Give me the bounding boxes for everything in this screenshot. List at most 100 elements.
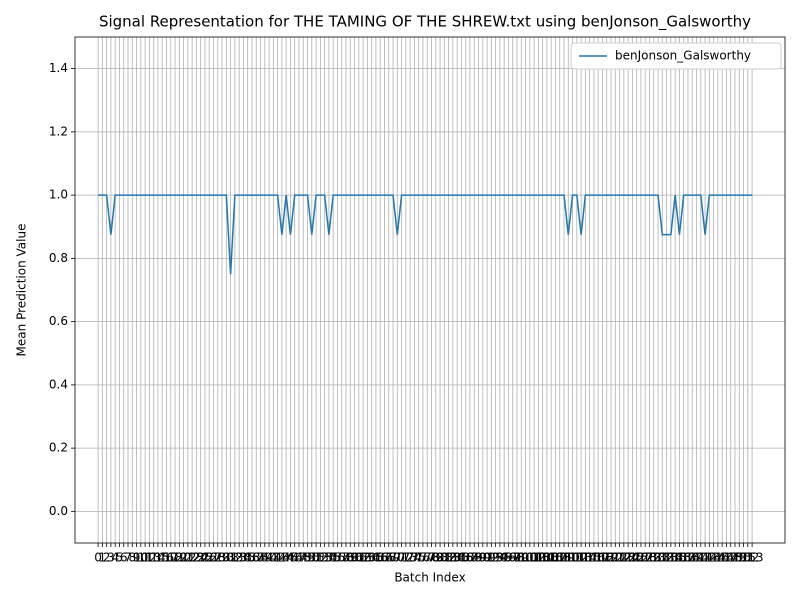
x-tick-label: 69 [385, 551, 400, 565]
x-tick-label: 65 [368, 551, 383, 565]
x-tick-label: 51 [308, 551, 323, 565]
x-tick-label: 146 [711, 551, 734, 565]
x-tick-label: 78 [424, 551, 439, 565]
y-tick-label: 0.6 [49, 314, 68, 328]
x-tick-label: 77 [420, 551, 435, 565]
x-tick-label: 2 [103, 551, 111, 565]
x-tick-label: 31 [223, 551, 238, 565]
x-tick-label: 110 [557, 551, 580, 565]
x-tick-label: 60 [347, 551, 362, 565]
x-tick-label: 27 [206, 551, 221, 565]
x-tick-label: 112 [565, 551, 588, 565]
x-tick-label: 143 [698, 551, 721, 565]
x-tick-label: 21 [180, 551, 195, 565]
x-tick-label: 141 [689, 551, 712, 565]
x-tick-label: 4 [111, 551, 119, 565]
chart-title: Signal Representation for THE TAMING OF … [99, 13, 751, 32]
x-tick-label: 26 [202, 551, 217, 565]
x-tick-label: 42 [270, 551, 285, 565]
x-tick-label: 150 [728, 551, 751, 565]
x-tick-label: 142 [694, 551, 717, 565]
x-tick-label: 85 [454, 551, 469, 565]
x-tick-label: 149 [724, 551, 747, 565]
x-tick-label: 140 [685, 551, 708, 565]
y-tick-label: 1.2 [49, 124, 68, 138]
x-tick-label: 1 [99, 551, 107, 565]
x-tick-label: 62 [355, 551, 370, 565]
x-tick-label: 28 [210, 551, 225, 565]
y-tick-label: 0.2 [49, 441, 68, 455]
x-tick-label: 76 [415, 551, 430, 565]
x-tick-label: 71 [394, 551, 409, 565]
x-tick-label: 99 [514, 551, 529, 565]
x-tick-label: 131 [647, 551, 670, 565]
x-tick-label: 24 [193, 551, 208, 565]
x-tick-label: 66 [373, 551, 388, 565]
x-tick-label: 67 [377, 551, 392, 565]
x-tick-label: 50 [304, 551, 319, 565]
x-tick-label: 127 [629, 551, 652, 565]
x-tick-label: 46 [287, 551, 302, 565]
x-tick-label: 70 [390, 551, 405, 565]
x-tick-label: 64 [364, 551, 379, 565]
x-tick-label: 100 [514, 551, 537, 565]
legend: benJonson_Galsworthy [570, 42, 782, 70]
x-tick-label: 121 [604, 551, 627, 565]
x-tick-label: 111 [561, 551, 584, 565]
x-tick-label: 3 [107, 551, 115, 565]
x-tick-label: 55 [326, 551, 341, 565]
x-tick-label: 33 [232, 551, 247, 565]
x-tick-label: 8 [128, 551, 136, 565]
x-tick-label: 32 [227, 551, 242, 565]
x-tick-label: 38 [253, 551, 268, 565]
x-tick-label: 44 [279, 551, 294, 565]
x-tick-label: 20 [176, 551, 191, 565]
x-tick-label: 104 [531, 551, 554, 565]
x-tick-label: 135 [664, 551, 687, 565]
x-tick-label: 134 [659, 551, 682, 565]
x-tick-label: 132 [651, 551, 674, 565]
y-tick-label: 0.8 [49, 251, 68, 265]
x-tick-label: 40 [261, 551, 276, 565]
x-tick-label: 130 [642, 551, 665, 565]
x-tick-label: 107 [544, 551, 567, 565]
x-tick-label: 30 [219, 551, 234, 565]
x-tick-label: 123 [612, 551, 635, 565]
x-tick-label: 63 [360, 551, 375, 565]
x-tick-label: 137 [672, 551, 695, 565]
x-tick-label: 59 [343, 551, 358, 565]
x-tick-label: 153 [741, 551, 764, 565]
x-tick-label: 9 [133, 551, 141, 565]
x-tick-label: 108 [548, 551, 571, 565]
x-tick-label: 86 [458, 551, 473, 565]
x-tick-label: 96 [501, 551, 516, 565]
x-tick-label: 126 [625, 551, 648, 565]
x-tick-label: 23 [189, 551, 204, 565]
x-tick-label: 47 [291, 551, 306, 565]
y-axis-label: Mean Prediction Value [15, 224, 29, 357]
x-tick-label: 145 [706, 551, 729, 565]
x-tick-label: 101 [518, 551, 541, 565]
x-tick-label: 136 [668, 551, 691, 565]
x-tick-label: 5 [116, 551, 124, 565]
x-tick-label: 74 [407, 551, 422, 565]
x-tick-label: 34 [236, 551, 251, 565]
x-tick-label: 45 [283, 551, 298, 565]
x-tick-label: 56 [330, 551, 345, 565]
x-tick-label: 13 [146, 551, 161, 565]
legend-frame [570, 42, 782, 70]
x-tick-label: 73 [402, 551, 417, 565]
x-tick-label: 102 [523, 551, 546, 565]
plot-frame [74, 36, 786, 544]
x-tick-label: 29 [214, 551, 229, 565]
x-tick-label: 93 [488, 551, 503, 565]
x-tick-label: 113 [570, 551, 593, 565]
x-tick-label: 15 [155, 551, 170, 565]
x-tick-label: 97 [505, 551, 520, 565]
x-tick-label: 37 [249, 551, 264, 565]
y-tick-label: 0.4 [49, 377, 68, 391]
x-tick-label: 72 [398, 551, 413, 565]
x-tick-label: 119 [595, 551, 618, 565]
x-tick-label: 57 [334, 551, 349, 565]
